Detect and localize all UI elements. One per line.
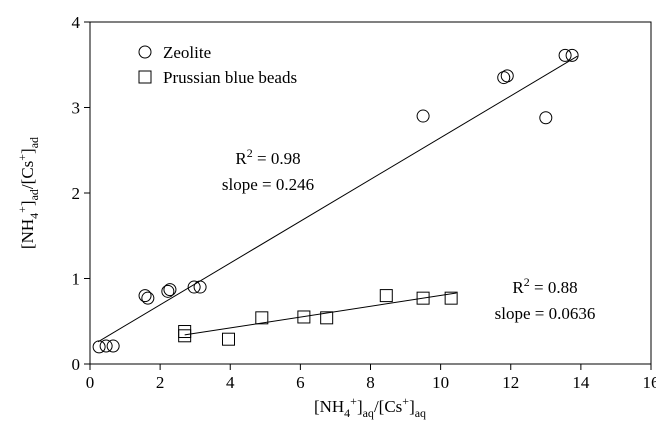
circle-marker [539, 111, 553, 125]
circle-marker [500, 69, 514, 83]
label-text: ] [357, 397, 363, 416]
x-tick-label: 10 [432, 373, 449, 392]
label-text: slope = 0.0636 [495, 304, 596, 323]
label-text: ] [18, 200, 37, 206]
circle-marker [416, 109, 430, 123]
x-tick-label: 16 [643, 373, 656, 392]
label-text: R [512, 278, 524, 297]
y-tick-label: 0 [72, 355, 81, 374]
x-axis-label: [NH4+]aq/[Cs+]aq [314, 394, 426, 420]
circle-marker [92, 340, 106, 354]
label-text: ] [409, 397, 415, 416]
square-marker [320, 311, 334, 325]
sup: + [15, 154, 29, 161]
square-marker [221, 332, 235, 346]
circle-marker [99, 339, 113, 353]
sub: aq [363, 406, 374, 420]
label-text: R [235, 149, 247, 168]
legend-label: Prussian blue beads [163, 68, 297, 87]
sup: 2 [247, 146, 253, 160]
y-axis-label: [NH4+]ad/[Cs+]ad [15, 137, 41, 249]
label-text: ] [18, 148, 37, 154]
label-text: [NH [314, 397, 344, 416]
label-text: /[Cs [18, 161, 37, 189]
sub: ad [27, 137, 41, 148]
annotation: R2 = 0.88 [512, 275, 577, 297]
x-tick-label: 14 [572, 373, 590, 392]
y-tick-label: 4 [72, 13, 81, 32]
circle-marker [106, 339, 120, 353]
label-text: slope = 0.246 [222, 175, 314, 194]
fit-line [97, 55, 578, 343]
circle-marker [558, 48, 572, 62]
label-text: /[Cs [374, 397, 402, 416]
x-tick-label: 4 [226, 373, 235, 392]
circle-marker [161, 284, 175, 298]
sup: + [15, 206, 29, 213]
circle-marker [565, 48, 579, 62]
annotation: slope = 0.0636 [495, 304, 596, 323]
legend-marker [138, 70, 152, 84]
square-marker [297, 310, 311, 324]
sup: + [350, 394, 357, 408]
circle-marker [138, 289, 152, 303]
x-tick-label: 8 [366, 373, 375, 392]
circle-marker [193, 280, 207, 294]
x-tick-label: 6 [296, 373, 305, 392]
annotation: slope = 0.246 [222, 175, 314, 194]
y-tick-label: 2 [72, 184, 81, 203]
sup: + [402, 394, 409, 408]
annotation: R2 = 0.98 [235, 146, 300, 168]
square-marker [444, 291, 458, 305]
sub: 4 [344, 406, 350, 420]
circle-marker [141, 291, 155, 305]
circle-marker [187, 280, 201, 294]
square-marker [178, 329, 192, 343]
square-marker [416, 291, 430, 305]
x-tick-label: 2 [156, 373, 165, 392]
square-marker [255, 311, 269, 325]
sub: ad [27, 189, 41, 200]
square-marker [379, 289, 393, 303]
x-tick-label: 12 [502, 373, 519, 392]
y-tick-label: 1 [72, 270, 81, 289]
label-text: [NH [18, 219, 37, 249]
sub: 4 [27, 213, 41, 219]
y-tick-label: 3 [72, 99, 81, 118]
square-marker [178, 325, 192, 339]
label-text: = 0.88 [530, 278, 578, 297]
label-text: = 0.98 [253, 149, 301, 168]
legend-label: Zeolite [163, 43, 211, 62]
sub: aq [415, 406, 426, 420]
circle-marker [163, 283, 177, 297]
sup: 2 [524, 275, 530, 289]
x-tick-label: 0 [86, 373, 95, 392]
legend-marker [138, 45, 152, 59]
